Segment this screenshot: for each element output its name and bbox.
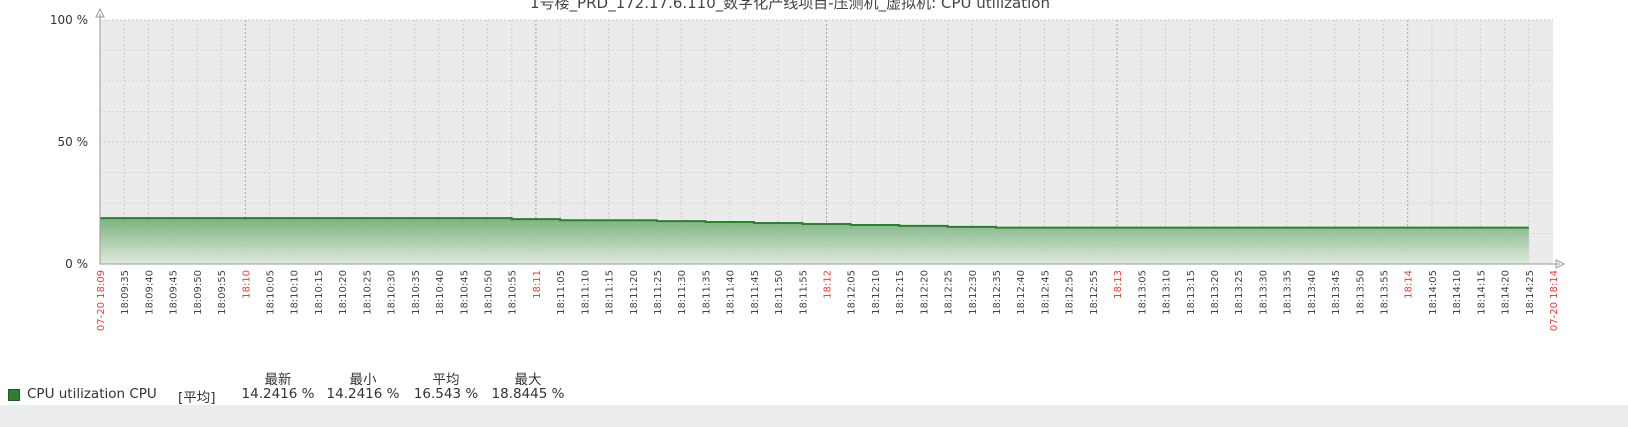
x-tick-label: 18:12:30 <box>968 270 979 315</box>
legend-header-avg: 平均 <box>432 372 460 388</box>
x-tick-label: 18:11:10 <box>580 270 591 315</box>
legend-header-max: 最大 <box>514 372 542 388</box>
x-tick-label: 18:12:35 <box>992 270 1003 315</box>
x-tick-label: 18:10 <box>241 270 252 299</box>
legend-header-last: 最新 <box>264 372 292 388</box>
x-tick-label: 18:09:50 <box>193 270 204 315</box>
series-area <box>100 217 1529 264</box>
x-tick-label: 18:13:45 <box>1331 270 1342 315</box>
legend-function: [平均] <box>178 390 216 406</box>
x-end-label: 07-20 18:14 <box>1549 270 1560 331</box>
x-tick-label: 18:10:35 <box>411 270 422 315</box>
x-tick-label: 18:11:55 <box>798 270 809 315</box>
x-tick-label: 18:10:25 <box>362 270 373 315</box>
x-tick-label: 18:14:05 <box>1428 270 1439 315</box>
series-fill <box>100 218 1529 264</box>
cpu-utilization-chart: 1号楼_PRD_172.17.6.110_数字化产线项目-压测机_虚拟机: CP… <box>50 0 1566 331</box>
y-tick-label: 50 % <box>58 135 89 149</box>
x-tick-label: 18:14 <box>1404 270 1415 299</box>
x-tick-label: 18:10:10 <box>290 270 301 315</box>
x-tick-label: 18:12:50 <box>1065 270 1076 315</box>
x-tick-label: 18:12 <box>823 270 834 299</box>
x-tick-label: 18:12:25 <box>944 270 955 315</box>
x-tick-label: 18:11:20 <box>629 270 640 315</box>
legend-value-last: 14.2416 % <box>241 386 315 402</box>
footer-bar <box>0 405 1628 427</box>
x-tick-label: 18:11:05 <box>556 270 567 315</box>
x-tick-label: 18:13:15 <box>1186 270 1197 315</box>
x-tick-label: 18:11:25 <box>653 270 664 315</box>
x-tick-label: 18:13:50 <box>1355 270 1366 315</box>
x-tick-label: 18:12:15 <box>895 270 906 315</box>
x-tick-label: 18:12:45 <box>1040 270 1051 315</box>
chart-title: 1号楼_PRD_172.17.6.110_数字化产线项目-压测机_虚拟机: CP… <box>530 0 1050 13</box>
x-tick-label: 18:11:30 <box>677 270 688 315</box>
x-tick-label: 18:12:40 <box>1016 270 1027 315</box>
x-tick-label: 18:10:40 <box>435 270 446 315</box>
y-axis-ticks: 0 % 50 % 100 % <box>50 13 88 271</box>
x-tick-label: 18:10:15 <box>314 270 325 315</box>
x-tick-label: 18:10:30 <box>387 270 398 315</box>
x-tick-label: 18:13:55 <box>1379 270 1390 315</box>
x-tick-label: 18:09:40 <box>144 270 155 315</box>
y-tick-label: 0 % <box>65 257 88 271</box>
x-tick-label: 18:11:45 <box>750 270 761 315</box>
x-tick-label: 18:13:05 <box>1137 270 1148 315</box>
x-tick-label: 18:13:20 <box>1210 270 1221 315</box>
x-axis-ticks: 18:09:35 18:09:40 18:09:45 18:09:50 18:09:55… <box>96 270 1560 331</box>
legend-value-max: 18.8445 % <box>491 386 565 402</box>
x-tick-label: 18:14:10 <box>1452 270 1463 315</box>
x-tick-label: 18:09:35 <box>120 270 131 315</box>
x-tick-label: 18:10:05 <box>266 270 277 315</box>
legend-color-swatch <box>8 389 20 401</box>
x-tick-label: 18:11 <box>532 270 543 299</box>
legend-series-name: CPU utilization CPU <box>27 386 157 402</box>
x-tick-label: 18:11:50 <box>774 270 785 315</box>
x-tick-label: 18:11:40 <box>726 270 737 315</box>
x-tick-label: 18:14:15 <box>1476 270 1487 315</box>
x-tick-label: 18:13:25 <box>1234 270 1245 315</box>
x-tick-label: 18:13:30 <box>1258 270 1269 315</box>
x-tick-label: 18:13:40 <box>1307 270 1318 315</box>
legend-value-avg: 16.543 % <box>413 386 479 402</box>
legend-header-min: 最小 <box>349 372 377 388</box>
y-tick-label: 100 % <box>50 13 88 27</box>
y-axis-arrow <box>95 7 105 18</box>
x-tick-label: 18:09:55 <box>217 270 228 315</box>
x-tick-label: 18:12:20 <box>919 270 930 315</box>
x-tick-label: 18:10:20 <box>338 270 349 315</box>
x-tick-label: 18:12:05 <box>847 270 858 315</box>
x-tick-label: 18:13 <box>1113 270 1124 299</box>
x-tick-label: 18:14:20 <box>1501 270 1512 315</box>
x-tick-label: 18:11:15 <box>605 270 616 315</box>
x-start-label: 07-20 18:09 <box>96 270 107 331</box>
x-tick-label: 18:10:45 <box>459 270 470 315</box>
legend-value-min: 14.2416 % <box>326 386 400 402</box>
x-tick-label: 18:14:25 <box>1525 270 1536 315</box>
x-tick-label: 18:12:55 <box>1089 270 1100 315</box>
x-tick-label: 18:13:35 <box>1283 270 1294 315</box>
grid-lines <box>100 19 1553 264</box>
x-tick-label: 18:12:10 <box>871 270 882 315</box>
series-line <box>100 217 1529 229</box>
x-tick-label: 18:11:35 <box>701 270 712 315</box>
x-tick-label: 18:10:50 <box>483 270 494 315</box>
x-tick-label: 18:10:55 <box>508 270 519 315</box>
x-axis-arrow <box>1555 259 1566 269</box>
x-tick-label: 18:13:10 <box>1162 270 1173 315</box>
x-tick-label: 18:09:45 <box>169 270 180 315</box>
